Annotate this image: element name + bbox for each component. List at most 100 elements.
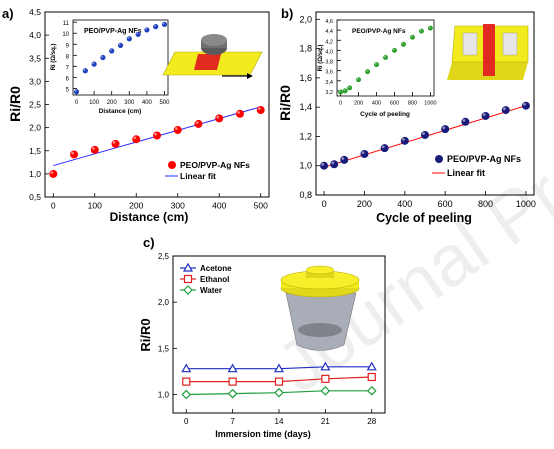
data-point-a-highlight [133,136,137,140]
panel-a: a) 0,51,01,52,02,53,03,54,04,5 0 100 200 30… [2,6,270,224]
inset-point-b [400,41,406,47]
y-ticks-b: 0,8 1,0 1,2 1,4 1,6 1,8 2,0 [299,14,320,200]
inset-point-b-highlight [383,55,386,58]
data-point-acetone [273,363,285,373]
panel-c: c) 1,0 1,5 2,0 2,5 0 7 14 21 28 Immersion time … [138,235,386,439]
legend-label-fit-a: Linear fit [180,171,216,181]
data-point-a-highlight [112,141,116,144]
data-point-ethanol [228,377,237,386]
inset-title-a: PEO/PVP-Ag NFs [84,28,142,35]
data-point-ethanol [367,372,376,382]
y-tick-label-b-inset: 4,4 [325,29,333,35]
red-film-a [194,54,221,70]
y-tick-label-a-inset: 5 [66,87,70,93]
data-point-a [173,125,182,134]
plot-frame-b [315,11,535,196]
container-illustration-c [280,265,360,351]
inset-x-title-a: Distance (cm) [99,108,142,115]
inset-points-a [73,21,168,95]
y-tick-label-a: 1,0 [29,169,41,179]
data-point-a-highlight [91,147,95,150]
y-tick-label-a-inset: 10 [62,32,69,38]
y-tick-label-a: 2,5 [29,100,41,110]
x-tick-label-a-inset: 300 [124,100,135,106]
data-point-b-highlight [482,113,486,116]
x-tick-label-a: 400 [212,201,226,211]
data-point-b-highlight [442,126,446,130]
y-tick-label-b: 0,8 [299,190,312,200]
x-tick-label-a: 500 [254,201,268,211]
x-tick-label-b-inset: 0 [339,101,342,107]
x-ticks-a: 0 100 200 300 400 500 [51,193,268,211]
inset-y-title-a: Ri (Ω/sq.) [51,44,57,71]
data-point-a [194,119,203,128]
series-group-a [49,106,265,178]
legend-marker-ethanol [183,274,193,284]
container-mesh-c [298,323,342,337]
y-ticks-c: 1,0 1,5 2,0 2,5 [158,252,177,400]
inset-point-a-highlight [74,89,77,92]
inset-point-b [427,25,433,31]
data-point-a-highlight [216,115,220,119]
data-point-b-highlight [341,157,345,160]
x-tick-label-c: 7 [230,417,235,426]
device-illustration-b [447,24,529,80]
inset-point-a-highlight [92,62,95,65]
x-tick-label-a-inset: 200 [107,100,118,106]
legend-label-peo-b: PEO/PVP-Ag NFs [447,154,521,164]
inset-point-a-highlight [83,68,86,71]
legend-label-fit-b: Linear fit [447,168,485,178]
y-tick-label-a: 4,5 [29,7,41,17]
data-point-b [360,150,369,159]
y-tick-label-a: 2,0 [29,123,41,133]
data-point-a [215,114,224,123]
x-tick-label-a: 100 [88,201,102,211]
inset-ticks-b: 3,2 3,4 3,6 3,8 4,0 4,2 4,4 4,6 0 200 400 600 800 100… [325,19,436,107]
y-tick-label-a-inset: 9 [66,43,70,49]
data-point-a-highlight [71,151,75,155]
panel-label-c: c) [143,235,155,250]
panel-b: b) 0,8 1,0 1,2 1,4 1,6 1,8 2,0 0 200 400 600 800 10… [277,6,536,225]
x-tick-label-a: 0 [51,201,56,211]
data-point-water [320,385,331,396]
inset-point-b [391,47,397,53]
y-tick-label-b-inset: 3,4 [325,80,333,86]
data-point-water [366,385,377,396]
data-point-ethanol [274,377,284,386]
data-point-a [90,145,99,154]
x-tick-label-b: 400 [397,199,412,209]
inset-point-a-highlight [101,55,103,58]
x-tick-label-c: 28 [367,417,376,426]
data-point-water [274,387,284,398]
x-tick-label-b-inset: 200 [354,101,363,107]
data-point-b-highlight [321,162,325,166]
inset-point-a [135,31,141,37]
data-point-a-highlight [257,107,261,111]
inset-point-a-highlight [162,22,165,25]
inset-point-b-highlight [419,29,422,32]
data-point-b [421,130,429,139]
series-group-c [181,361,377,400]
inset-point-a [73,89,80,95]
y-tick-label-b: 1,2 [299,131,312,141]
x-tick-label-a-inset: 500 [159,100,170,106]
data-point-a [111,139,120,148]
inset-point-b-highlight [392,48,395,51]
data-point-a [235,109,244,118]
data-point-water [227,388,238,399]
data-point-a [153,131,161,140]
inset-point-b-highlight [343,89,346,91]
x-tick-label-b-inset: 400 [372,101,381,107]
inset-point-a-highlight [145,28,147,30]
y-axis-title-b: Ri/R0 [277,85,293,121]
legend-marker-acetone [182,262,194,272]
y-tick-label-b: 2,0 [299,14,312,24]
y-tick-label-a-inset: 6 [66,76,70,82]
data-point-ethanol [182,377,191,386]
x-tick-label-c: 0 [184,417,189,426]
inset-point-b [342,88,348,94]
inset-point-a-highlight [153,24,156,27]
data-point-b-highlight [361,151,365,155]
arrow-head-a [247,73,253,79]
